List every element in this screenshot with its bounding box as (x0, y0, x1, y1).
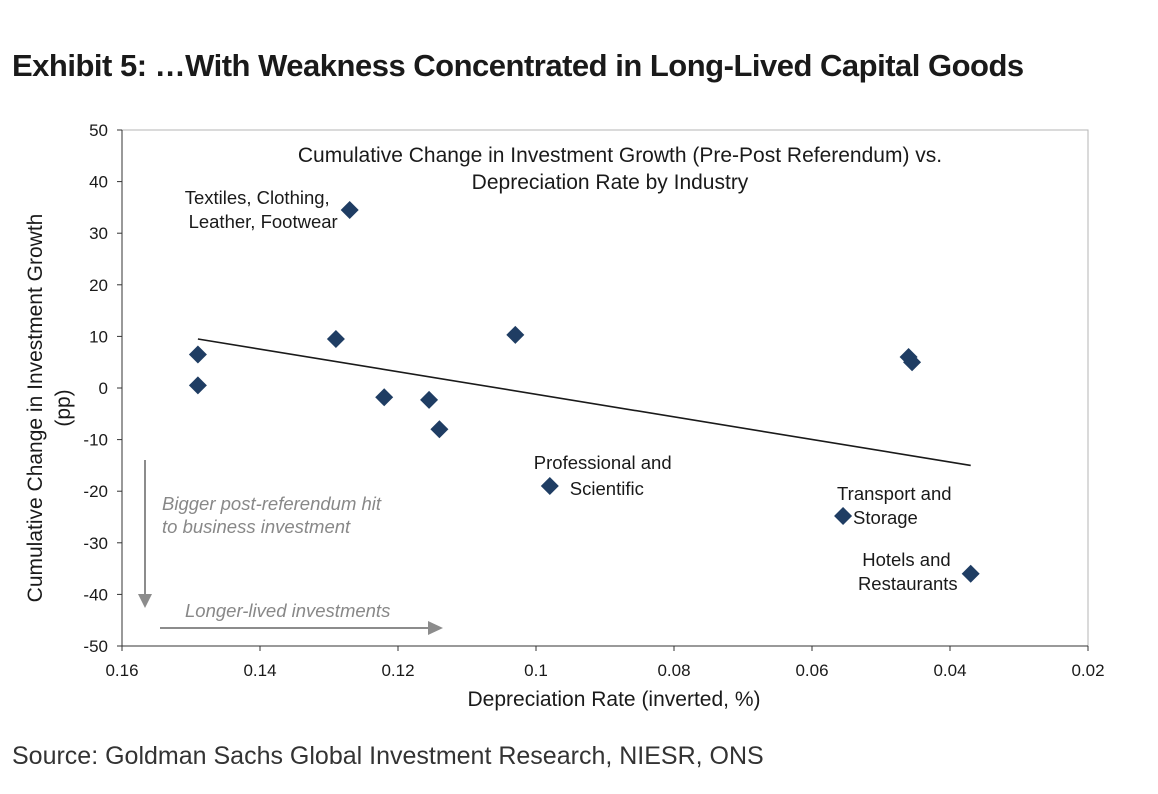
exhibit-title: Exhibit 5: …With Weakness Concentrated i… (12, 48, 1024, 83)
y-tick-label: 50 (89, 121, 108, 140)
data-point (188, 345, 207, 364)
y-axis-title-line2: (pp) (52, 389, 75, 426)
point-label: Professional and (534, 452, 672, 473)
x-tick-label: 0.12 (381, 661, 414, 680)
data-point (188, 376, 207, 395)
data-point (430, 420, 449, 439)
x-tick-label: 0.16 (105, 661, 138, 680)
trendline (197, 338, 971, 467)
data-point (540, 477, 559, 496)
chart-subtitle: Depreciation Rate by Industry (472, 171, 749, 194)
x-tick-label: 0.08 (657, 661, 690, 680)
chart-title: Cumulative Change in Investment Growth (… (298, 144, 942, 167)
point-label: Leather, Footwear (189, 211, 338, 232)
x-tick-label: 0.04 (933, 661, 966, 680)
y-tick-label: 30 (89, 224, 108, 243)
data-point (903, 353, 922, 372)
point-label: Storage (853, 507, 918, 528)
y-tick-label: -30 (83, 534, 108, 553)
data-point (375, 388, 394, 407)
right-note: Longer-lived investments (185, 600, 390, 621)
y-tick-label: -10 (83, 431, 108, 450)
y-tick-label: -20 (83, 482, 108, 501)
y-axis-title-line1: Cumulative Change in Investment Growth (24, 214, 47, 603)
down-note-line1: Bigger post-referendum hit (162, 493, 382, 514)
y-tick-label: 40 (89, 173, 108, 192)
data-point (340, 200, 359, 219)
point-label: Textiles, Clothing, (185, 187, 330, 208)
y-tick-label: 0 (99, 379, 108, 398)
point-labels: Textiles, Clothing, Leather, Footwear Prof… (185, 187, 958, 594)
trendline-group (197, 338, 971, 467)
y-tick-label: -50 (83, 637, 108, 656)
x-tick-label: 0.1 (524, 661, 548, 680)
data-point (961, 564, 980, 583)
down-note-line2: to business investment (162, 516, 351, 537)
y-ticks: 50 40 30 20 10 0 -10 -20 -30 -40 -50 (83, 121, 122, 656)
data-point (506, 325, 525, 344)
x-tick-label: 0.02 (1071, 661, 1104, 680)
point-label: Transport and (837, 483, 952, 504)
x-axis-title: Depreciation Rate (inverted, %) (468, 688, 761, 711)
y-tick-label: 10 (89, 327, 108, 346)
source-note: Source: Goldman Sachs Global Investment … (12, 742, 764, 770)
x-tick-label: 0.06 (795, 661, 828, 680)
data-point (326, 329, 345, 348)
y-tick-label: 20 (89, 276, 108, 295)
down-arrow-head (138, 594, 152, 608)
data-point (420, 390, 439, 409)
y-tick-label: -40 (83, 585, 108, 604)
point-label: Restaurants (858, 573, 958, 594)
data-point (834, 506, 853, 525)
x-tick-label: 0.14 (243, 661, 276, 680)
point-label: Hotels and (862, 549, 950, 570)
point-label: Scientific (570, 478, 644, 499)
right-arrow-head (428, 621, 443, 635)
x-ticks: 0.16 0.14 0.12 0.1 0.08 0.06 0.04 0.02 (105, 646, 1105, 680)
data-points (188, 200, 980, 583)
